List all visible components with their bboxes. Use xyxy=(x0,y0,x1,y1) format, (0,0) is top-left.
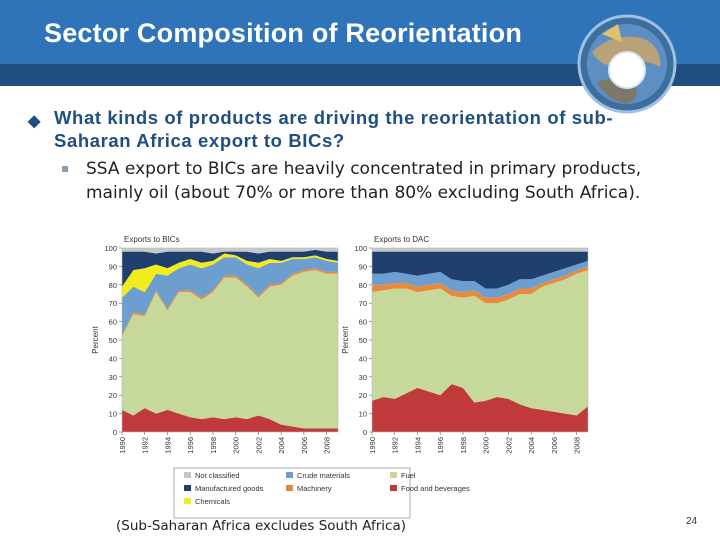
chart-caption: (Sub-Saharan Africa excludes South Afric… xyxy=(116,518,407,534)
chart2-title: Exports to DAC xyxy=(374,235,429,244)
legend-label-manufactured-goods: Manufactured goods xyxy=(195,484,264,493)
chart1-area-chemicals xyxy=(122,253,338,298)
chart1-xtick-label: 2004 xyxy=(277,437,286,454)
chart1-xtick-label: 2006 xyxy=(300,437,309,454)
chart1-xtick-label: 2002 xyxy=(254,437,263,454)
chart1-ytick-label: 80 xyxy=(109,281,117,290)
chart2-area-food-and-beverages xyxy=(372,384,588,432)
chart2-ytick-label: 60 xyxy=(359,318,367,327)
chart1-area-manufactured-goods xyxy=(122,249,338,287)
legend-swatch-manufactured-goods xyxy=(184,485,191,491)
chart-legend: Not classified Crude materials Fuel Manufac… xyxy=(173,467,470,519)
chart2-area-fuel xyxy=(372,270,588,416)
export-composition-charts: Exports to BICs0102030405060708090100Per… xyxy=(91,235,589,519)
legend-label-chemicals: Chemicals xyxy=(195,497,230,506)
legend-label-not-classified: Not classified xyxy=(195,471,240,480)
chart2-panel: Exports to DAC 0 10 20 30 40 50 60 70 80 90 100 Perc… xyxy=(341,235,589,454)
page-number: 24 xyxy=(686,516,698,527)
chart2-ytick-label: 0 xyxy=(363,428,367,437)
chart2-ytick-label: 50 xyxy=(359,336,367,345)
slide-title: Sector Composition of Reorientation xyxy=(44,18,523,48)
chart1-panel: Exports to BICs 0 10 20 30 40 50 60 70 80 90 100 Per… xyxy=(91,235,339,454)
chart1-ytick-label: 40 xyxy=(109,354,117,363)
legend-swatch-fuel xyxy=(390,472,397,478)
chart2-xtick-label: 1990 xyxy=(368,437,377,454)
chart1-title: Exports to BICs xyxy=(124,235,180,244)
chart2-xtick-label: 1992 xyxy=(391,437,400,454)
chart2-ytick-label: 10 xyxy=(359,410,367,419)
legend-swatch-not-classified xyxy=(184,472,191,478)
chart2-area-not-classified xyxy=(372,248,588,252)
chart1-area-not-classified xyxy=(122,248,338,254)
chart2-xtick-label: 1994 xyxy=(413,437,422,454)
main-bullet: ◆ What kinds of products are driving the… xyxy=(28,106,690,152)
chart1-ytick-label: 100 xyxy=(104,244,117,253)
chart1-area-crude-materials xyxy=(122,257,338,335)
chart1-ylabel: Percent xyxy=(91,325,100,353)
chart2-ylabel: Percent xyxy=(341,325,350,353)
square-bullet-icon xyxy=(62,166,68,172)
chart2-xtick-label: 1996 xyxy=(436,437,445,454)
chart2-ytick-label: 30 xyxy=(359,373,367,382)
chart2-xtick-label: 2006 xyxy=(550,437,559,454)
legend-label-machinery: Machinery xyxy=(297,484,332,493)
chart1-ytick-label: 20 xyxy=(109,391,117,400)
chart2-xtick-label: 2008 xyxy=(573,437,582,454)
chart2-xtick-label: 2004 xyxy=(527,437,536,454)
chart1-xtick-label: 1994 xyxy=(163,437,172,454)
legend-swatch-machinery xyxy=(286,485,293,491)
chart2-ytick-label: 80 xyxy=(359,281,367,290)
chart1-xtick-label: 1990 xyxy=(118,437,127,454)
chart2-xtick-label: 1998 xyxy=(459,437,468,454)
diamond-bullet-icon: ◆ xyxy=(28,113,41,130)
chart1-ytick-label: 30 xyxy=(109,373,117,382)
chart2-ytick-label: 40 xyxy=(359,354,367,363)
legend-label-fuel: Fuel xyxy=(401,471,416,480)
chart2-ytick-label: 20 xyxy=(359,391,367,400)
chart1-xtick-label: 1998 xyxy=(209,437,218,454)
chart2-ytick-label: 100 xyxy=(354,244,367,253)
chart1-ytick-label: 60 xyxy=(109,318,117,327)
legend-label-crude-materials: Crude materials xyxy=(297,471,350,480)
chart2-area-manufactured-goods xyxy=(372,251,588,289)
chart1-ytick-label: 10 xyxy=(109,410,117,419)
legend-swatch-chemicals xyxy=(184,498,191,504)
globe-logo-icon xyxy=(577,14,677,114)
chart1-xtick-label: 2008 xyxy=(323,437,332,454)
chart1-xtick-label: 1996 xyxy=(186,437,195,454)
chart1-ytick-label: 50 xyxy=(109,336,117,345)
main-bullet-text: What kinds of products are driving the r… xyxy=(54,107,614,151)
chart2-xtick-label: 2002 xyxy=(504,437,513,454)
legend-swatch-food-and-beverages xyxy=(390,485,397,491)
chart1-ytick-label: 90 xyxy=(109,262,117,271)
legend-label-food-and-beverages: Food and beverages xyxy=(401,484,470,493)
chart2-xtick-label: 2000 xyxy=(482,437,491,454)
chart1-xtick-label: 2000 xyxy=(232,437,241,454)
chart1-area-food-and-beverages xyxy=(122,408,338,432)
sub-bullet: SSA export to BICs are heavily concentra… xyxy=(62,157,662,205)
chart1-area-fuel xyxy=(122,270,338,429)
chart2-ytick-label: 70 xyxy=(359,299,367,308)
legend-swatch-crude-materials xyxy=(286,472,293,478)
chart2-area-machinery xyxy=(372,266,588,304)
chart1-ytick-label: 70 xyxy=(109,299,117,308)
title-band xyxy=(0,64,720,86)
sub-bullet-text: SSA export to BICs are heavily concentra… xyxy=(86,159,642,203)
chart2-ytick-label: 90 xyxy=(359,262,367,271)
chart1-ytick-label: 0 xyxy=(113,428,117,437)
chart1-xtick-label: 1992 xyxy=(141,437,150,454)
chart2-area-crude-materials xyxy=(372,260,588,298)
